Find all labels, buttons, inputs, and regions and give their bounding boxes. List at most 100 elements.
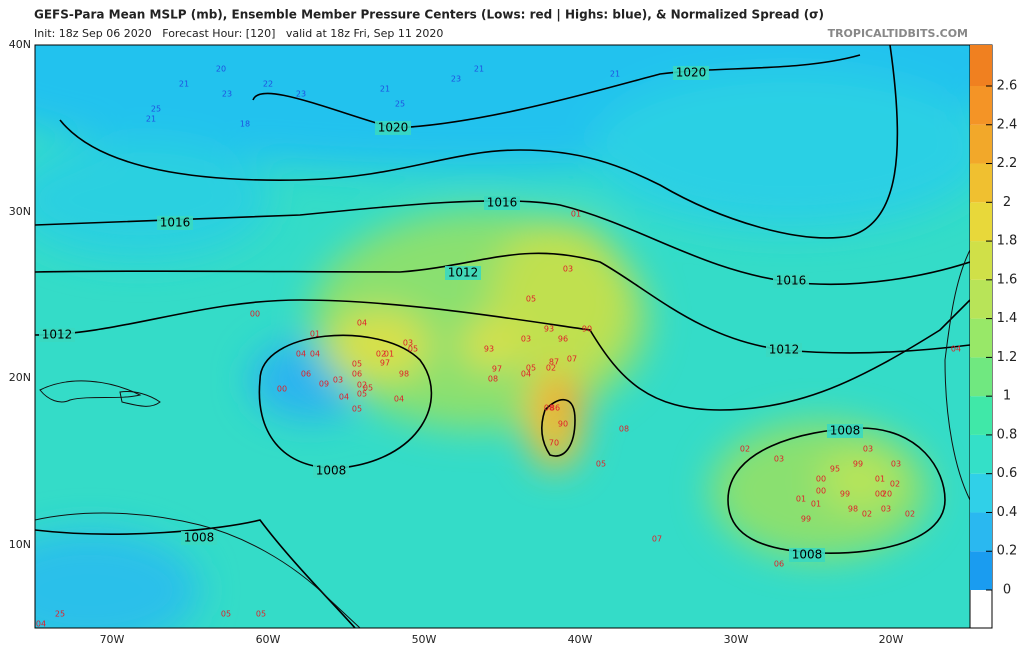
low-center: 99: [853, 460, 863, 469]
low-center: 05: [352, 360, 362, 369]
colorbar-segment: [970, 357, 992, 397]
high-center: 21: [610, 70, 620, 79]
low-center: 96: [558, 335, 568, 344]
colorbar-label: 0.8: [997, 427, 1018, 442]
low-center: 07: [567, 355, 577, 364]
isobar-label-bg: [673, 66, 709, 80]
lon-label: 40W: [568, 633, 593, 646]
low-center: 05: [596, 460, 606, 469]
low-center: 05: [363, 384, 373, 393]
low-center: 03: [863, 445, 873, 454]
colorbar-segment: [970, 473, 992, 513]
low-center: 97: [380, 359, 390, 368]
low-center: 20: [882, 490, 892, 499]
low-center: 05: [357, 390, 367, 399]
low-center: 05: [256, 610, 266, 619]
colorbar-label: 1.8: [997, 234, 1018, 249]
low-center: 08: [619, 425, 629, 434]
low-center: 02: [740, 445, 750, 454]
colorbar-segment: [970, 163, 992, 203]
low-center: 01: [796, 495, 806, 504]
low-center: 02: [890, 480, 900, 489]
low-center: 01: [384, 350, 394, 359]
colorbar-label: 0.6: [997, 466, 1018, 481]
colorbar-segment: [970, 279, 992, 319]
isobar-label-bg: [789, 548, 825, 562]
low-center: 01: [310, 330, 320, 339]
title: GEFS-Para Mean MSLP (mb), Ensemble Membe…: [34, 8, 824, 22]
isobar-label-bg: [39, 328, 75, 342]
isobar-label: 1008: [830, 424, 861, 438]
low-center: 05: [408, 345, 418, 354]
low-center: 04: [357, 319, 367, 328]
low-center: 93: [484, 345, 494, 354]
high-center: 21: [179, 80, 189, 89]
low-center: 00: [250, 310, 260, 319]
high-center: 21: [380, 85, 390, 94]
high-center: 18: [240, 120, 250, 129]
lat-label: 30N: [9, 205, 31, 218]
low-center: 01: [875, 475, 885, 484]
high-center: 25: [395, 100, 405, 109]
colorbar-label: 0: [1003, 583, 1011, 598]
low-center: 04: [951, 345, 961, 354]
low-center: 93: [544, 325, 554, 334]
low-center: 98: [848, 505, 858, 514]
low-center: 03: [881, 505, 891, 514]
colorbar-segment: [970, 45, 992, 86]
lon-label: 50W: [412, 633, 437, 646]
isobar-label: 1008: [184, 531, 215, 545]
colorbar-segment: [970, 86, 992, 125]
subtitle: Init: 18z Sep 06 2020 Forecast Hour: [12…: [34, 27, 443, 40]
low-center: 00: [277, 385, 287, 394]
isobar-label: 1016: [487, 196, 518, 210]
isobar-label-bg: [484, 196, 520, 210]
isobar-label-bg: [445, 266, 481, 280]
low-center: 06: [301, 370, 311, 379]
low-center: 98: [399, 370, 409, 379]
colorbar-segment: [970, 551, 992, 590]
colorbar-label: 1.4: [997, 311, 1018, 326]
lat-label: 10N: [9, 538, 31, 551]
isobar-label-bg: [313, 464, 349, 478]
high-center: 22: [263, 80, 273, 89]
low-center: 99: [801, 515, 811, 524]
colorbar-label: 0.2: [997, 544, 1018, 559]
low-center: 09: [319, 380, 329, 389]
isobar-label: 1008: [792, 548, 823, 562]
colorbar-label: 1.6: [997, 272, 1018, 287]
low-center: 00: [875, 490, 885, 499]
colorbar-label: 2.2: [997, 156, 1018, 171]
low-center: 03: [403, 339, 413, 348]
low-center: 02: [862, 510, 872, 519]
colorbar-segment: [970, 396, 992, 435]
low-center: 03: [521, 335, 531, 344]
isobar-label: 1016: [776, 274, 807, 288]
low-center: 07: [652, 535, 662, 544]
low-center: 87: [549, 358, 559, 367]
isobar-label: 1016: [160, 216, 191, 230]
colorbar-label: 1.2: [997, 350, 1018, 365]
colorbar-segment: [970, 241, 992, 280]
lon-label: 60W: [256, 633, 281, 646]
high-center: 23: [222, 90, 232, 99]
low-center: 04: [310, 350, 320, 359]
colorbar-segment: [970, 512, 992, 552]
low-center: 03: [891, 460, 901, 469]
colorbar-label: 0.4: [997, 505, 1018, 520]
isobar-label-bg: [181, 531, 217, 545]
isobar-label: 1020: [378, 121, 409, 135]
lon-label: 20W: [879, 633, 904, 646]
isobar-label: 1012: [448, 266, 479, 280]
colorbar-label: 2.6: [997, 79, 1018, 94]
high-center: 21: [146, 115, 156, 124]
low-center: 05: [352, 405, 362, 414]
isobar-label-bg: [827, 424, 863, 438]
low-center: 08: [544, 404, 554, 413]
isobar-label-bg: [766, 343, 802, 357]
colorbar-segment: [970, 318, 992, 358]
colorbar-label: 2: [1003, 195, 1011, 210]
colorbar-label: 1: [1003, 389, 1011, 404]
